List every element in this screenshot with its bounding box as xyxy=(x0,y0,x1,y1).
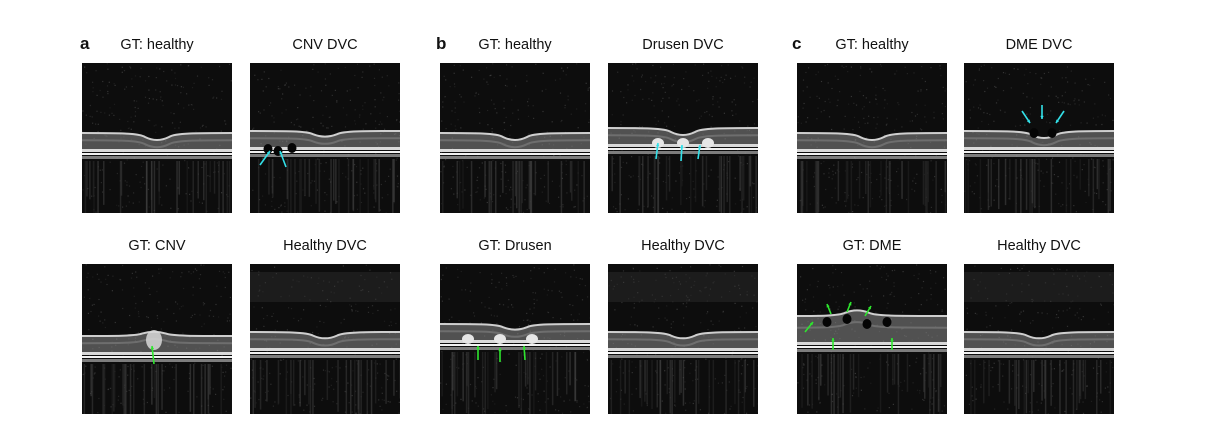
image-title: GT: healthy xyxy=(120,37,194,53)
oct-scan-image xyxy=(440,63,590,213)
panel-label-b: b xyxy=(436,34,447,53)
image-title: Drusen DVC xyxy=(642,37,724,53)
image-title: GT: healthy xyxy=(478,37,552,53)
image-title: CNV DVC xyxy=(292,37,358,53)
cell-c-healthy-dvc: Healthy DVC xyxy=(964,238,1114,414)
oct-scan-image xyxy=(82,264,232,414)
cell-a-cnv-dvc: CNV DVC xyxy=(250,37,400,213)
oct-scan-image xyxy=(608,63,758,213)
oct-scan-image xyxy=(964,63,1114,213)
image-title: DME DVC xyxy=(1005,37,1073,53)
image-title: GT: Drusen xyxy=(478,238,552,254)
image-title: GT: healthy xyxy=(835,37,909,53)
cell-b-healthy-dvc: Healthy DVC xyxy=(608,238,758,414)
cell-a-healthy-dvc: Healthy DVC xyxy=(250,238,400,414)
panel-label-c: c xyxy=(792,34,802,53)
cell-c-gt-healthy: GT: healthy xyxy=(797,37,947,213)
image-title: GT: CNV xyxy=(128,238,186,254)
image-title: GT: DME xyxy=(842,238,902,254)
oct-scan-image xyxy=(964,264,1114,414)
oct-scan-image xyxy=(440,264,590,414)
cell-b-gt-healthy: GT: healthy xyxy=(440,37,590,213)
image-title: Healthy DVC xyxy=(997,238,1081,254)
oct-scan-image xyxy=(608,264,758,414)
cell-a-gt-healthy: GT: healthy xyxy=(82,37,232,213)
oct-scan-image xyxy=(797,264,947,414)
cell-a-gt-cnv: GT: CNV xyxy=(82,238,232,414)
cell-c-gt-dme: GT: DME xyxy=(797,238,947,414)
oct-scan-image xyxy=(797,63,947,213)
panel-label-a: a xyxy=(80,34,90,53)
oct-scan-image xyxy=(82,63,232,213)
cell-c-dme-dvc: DME DVC xyxy=(964,37,1114,213)
oct-scan-image xyxy=(250,264,400,414)
cell-b-gt-drusen: GT: Drusen xyxy=(440,238,590,414)
oct-scan-image xyxy=(250,63,400,213)
cell-b-drusen-dvc: Drusen DVC xyxy=(608,37,758,213)
image-title: Healthy DVC xyxy=(641,238,725,254)
image-title: Healthy DVC xyxy=(283,238,367,254)
